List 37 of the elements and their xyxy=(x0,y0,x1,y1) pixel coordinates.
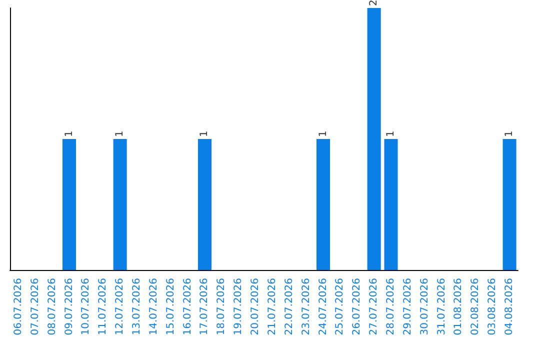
x-tick-label: 02.08.2026 xyxy=(470,278,482,336)
x-tick-label: 11.07.2026 xyxy=(98,278,109,336)
x-tick-label: 12.07.2026 xyxy=(114,278,126,336)
x-tick-label: 01.08.2026 xyxy=(453,278,464,336)
x-tick-label: 28.07.2026 xyxy=(386,278,396,336)
x-tick-label: 08.07.2026 xyxy=(46,278,58,336)
x-tick-label: 25.07.2026 xyxy=(334,278,346,336)
data-label: 1 xyxy=(318,130,329,137)
data-label: 1 xyxy=(114,130,126,137)
x-tick-label: 23.07.2026 xyxy=(300,278,312,336)
x-tick-label: 22.07.2026 xyxy=(284,278,295,336)
x-tick-label: 30.07.2026 xyxy=(419,278,430,336)
x-tick-label: 15.07.2026 xyxy=(165,278,176,336)
x-tick-label: 09.07.2026 xyxy=(64,278,75,336)
x-tick-label: 17.07.2026 xyxy=(199,278,210,336)
data-label: 2 xyxy=(368,0,380,6)
x-tick-label: 20.07.2026 xyxy=(250,278,262,336)
x-tick-label: 18.07.2026 xyxy=(216,278,228,336)
x-tick-label: 07.07.2026 xyxy=(30,278,41,336)
x-tick-label: 29.07.2026 xyxy=(402,278,414,336)
x-tick-label: 27.07.2026 xyxy=(368,278,380,336)
x-tick-label: 04.08.2026 xyxy=(504,278,516,336)
data-label: 1 xyxy=(386,130,396,137)
data-label: 1 xyxy=(199,130,210,137)
data-label: 1 xyxy=(64,130,75,137)
x-tick-label: 16.07.2026 xyxy=(182,278,194,336)
data-label: 1 xyxy=(504,130,516,137)
x-tick-label: 19.07.2026 xyxy=(233,278,244,336)
x-tick-label: 26.07.2026 xyxy=(352,278,363,336)
x-tick-label: 21.07.2026 xyxy=(266,278,278,336)
x-tick-label: 13.07.2026 xyxy=(132,278,142,336)
x-tick-label: 24.07.2026 xyxy=(318,278,329,336)
x-tick-label: 10.07.2026 xyxy=(80,278,92,336)
x-tick-label: 14.07.2026 xyxy=(148,278,160,336)
x-tick-label: 06.07.2026 xyxy=(12,278,24,336)
x-tick-label: 03.08.2026 xyxy=(487,278,498,336)
x-tick-label: 31.07.2026 xyxy=(436,278,448,336)
